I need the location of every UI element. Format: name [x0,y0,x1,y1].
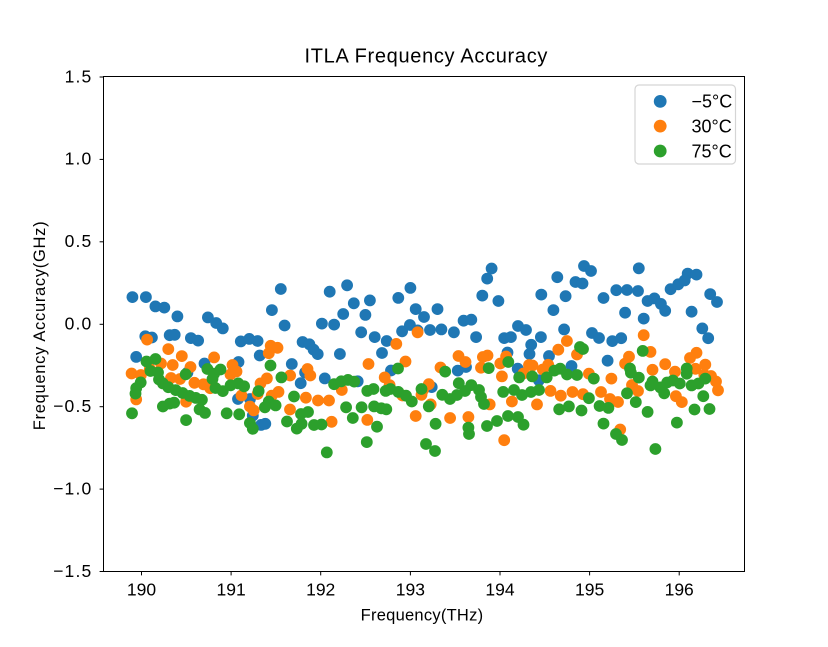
svg-text:190: 190 [127,580,156,600]
svg-text:−1.5: −1.5 [53,561,92,581]
svg-text:192: 192 [306,580,335,600]
svg-text:−1.0: −1.0 [53,478,92,498]
svg-text:191: 191 [216,580,245,600]
svg-text:−0.5: −0.5 [53,396,92,416]
svg-text:196: 196 [665,580,694,600]
svg-text:195: 195 [575,580,604,600]
svg-text:194: 194 [485,580,514,600]
svg-text:ITLA Frequency Accuracy: ITLA Frequency Accuracy [305,45,549,67]
svg-text:75°C: 75°C [692,141,732,161]
svg-text:−5°C: −5°C [692,92,733,112]
svg-text:1.0: 1.0 [65,149,93,169]
svg-text:Frequency Accuracy(GHz): Frequency Accuracy(GHz) [31,221,49,431]
svg-text:30°C: 30°C [692,116,732,136]
svg-text:193: 193 [396,580,425,600]
svg-text:1.5: 1.5 [65,66,93,86]
svg-text:0.5: 0.5 [65,231,93,251]
svg-text:0.0: 0.0 [65,314,93,334]
svg-text:Frequency(THz): Frequency(THz) [361,607,484,625]
